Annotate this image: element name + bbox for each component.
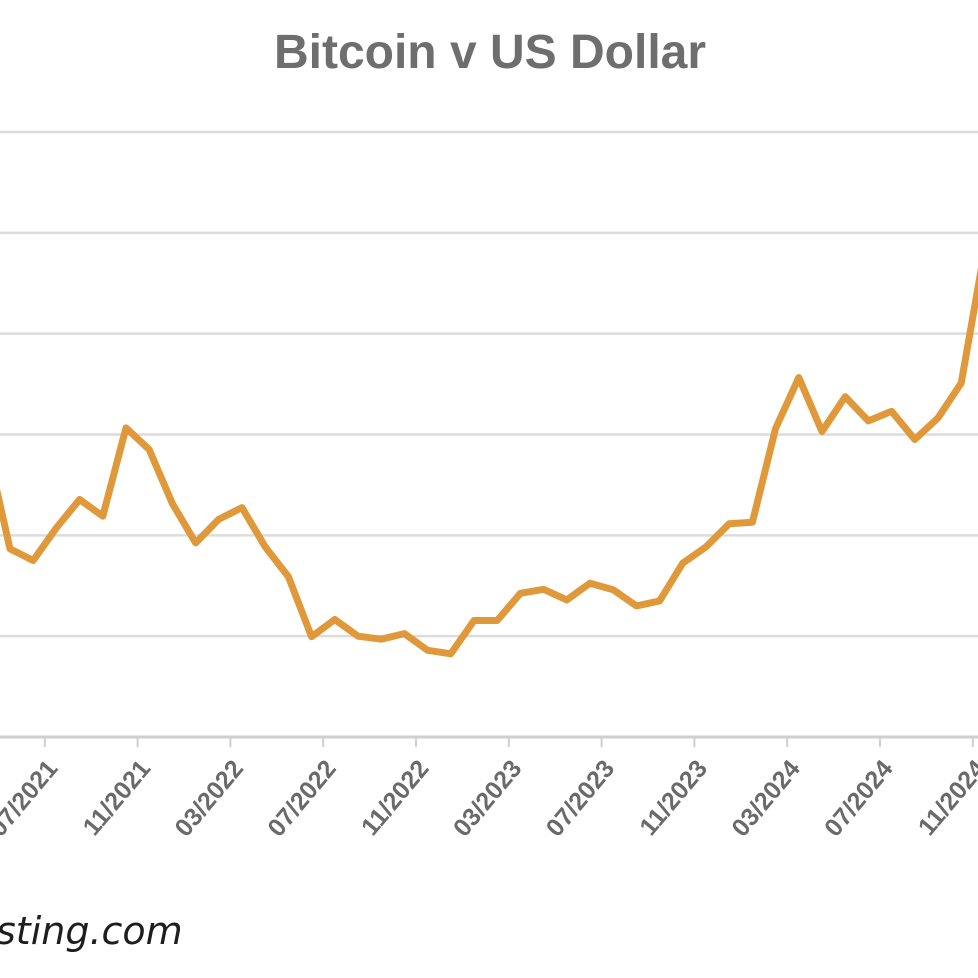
x-axis: 07/2021 11/2021 03/2022 07/2022 11/2022 03/20… [0,737,978,842]
x-tick-label: 07/2021 [0,755,63,842]
gridlines [0,130,978,739]
chart-title: Bitcoin v US Dollar [274,26,706,79]
x-tick-label: 11/2024 [913,755,978,841]
x-tick-label: 11/2022 [356,755,435,841]
price-line [0,267,978,658]
x-tick-label: 03/2023 [448,755,528,842]
series-line [0,267,978,658]
x-tick-label: 11/2021 [78,755,157,841]
x-tick-label: 11/2023 [634,755,713,841]
x-tick-label: 03/2024 [726,755,806,842]
x-tick-label: 07/2022 [262,755,342,842]
source-watermark: sting.com [0,909,183,953]
x-tick-label: 07/2023 [541,755,621,842]
x-tick-label: 07/2024 [819,755,899,842]
x-tick-label: 03/2022 [169,755,249,842]
